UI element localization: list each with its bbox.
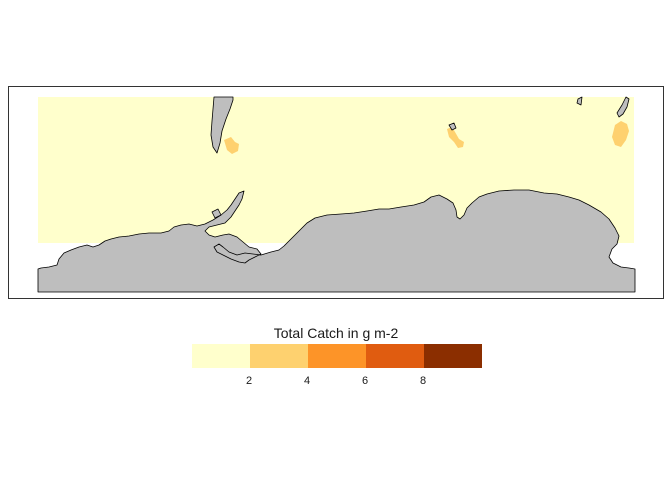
land-island-east xyxy=(616,96,630,118)
legend-swatch-0-2 xyxy=(192,344,250,368)
land-island-north-east xyxy=(576,96,583,106)
legend-color-bar xyxy=(192,344,482,368)
legend-tick-label: 8 xyxy=(419,375,427,387)
legend-tick-label: 2 xyxy=(245,375,253,387)
catch-map xyxy=(37,96,636,293)
legend: Total Catch in g m-2 2 4 6 8 xyxy=(0,318,672,398)
catch-patch-central xyxy=(447,127,464,148)
legend-swatch-2-4 xyxy=(250,344,308,368)
legend-title: Total Catch in g m-2 xyxy=(273,325,399,341)
catch-patch-south-georgia xyxy=(224,137,239,154)
legend-swatch-4-6 xyxy=(308,344,366,368)
land-antarctica xyxy=(37,189,636,293)
legend-swatch-8-10 xyxy=(424,344,482,368)
land-island-small xyxy=(211,208,222,219)
land-south-georgia xyxy=(210,96,234,154)
legend-tick-label: 4 xyxy=(303,375,311,387)
map-panel xyxy=(8,86,664,299)
legend-tick-label: 6 xyxy=(361,375,369,387)
land-island-central xyxy=(448,122,457,131)
catch-patch-east xyxy=(612,121,629,147)
legend-swatch-6-8 xyxy=(366,344,424,368)
